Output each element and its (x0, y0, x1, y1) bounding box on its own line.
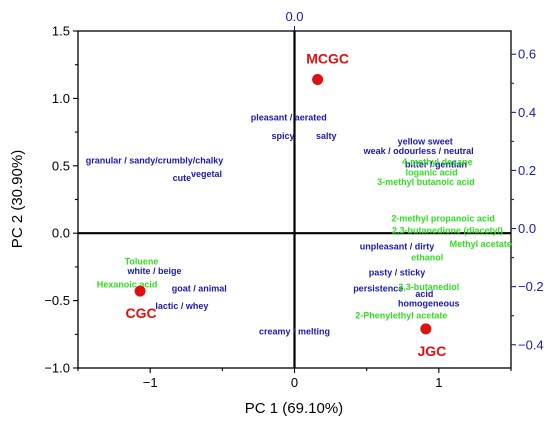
points-layer: MCGC CGC JGC (126, 51, 447, 359)
sensory-attribute-label: creamy / melting (259, 327, 330, 337)
volatile-compound-label: 2,3-butanedione (diacetyl) (392, 226, 503, 236)
sensory-attribute-label: cute (173, 173, 192, 183)
x-axis-title: PC 1 (69.10%) (245, 400, 343, 417)
sensory-attribute-label: yellow (398, 137, 427, 147)
ticks-layer: −1 0 1 −1.0 −0.5 0.0 0.5 1.0 1.5 −0.4 −0.2 0.0 0.2 0.… (44, 24, 543, 391)
sample-point (420, 323, 432, 335)
y-tick-label: 1.5 (52, 24, 70, 39)
volatile-compound-label: Toluene (125, 257, 159, 267)
y-tick-label: 0.5 (52, 158, 70, 173)
right-y-tick-label: 0.2 (518, 163, 536, 178)
volatile-compound-label: 2,3-butanediol (398, 282, 459, 292)
sensory-attribute-label: spicy (271, 131, 294, 141)
sensory-attribute-label: unpleasant / dirty (360, 242, 435, 252)
y-tick-label: 0.0 (52, 226, 70, 241)
x-tick-label: −1 (143, 375, 158, 390)
labels-layer: pleasant / aerated spicy salty granular / s… (86, 112, 512, 336)
sample-point (312, 74, 324, 86)
sensory-attribute-label: goat / animal (172, 283, 227, 293)
sensory-attribute-label: acid (415, 289, 433, 299)
right-y-tick-label: 0.0 (518, 221, 536, 236)
volatile-compound-label: loganic acid (406, 168, 458, 178)
right-y-tick-label: 0.6 (518, 47, 536, 62)
top-axis-tick-label: 0.0 (285, 9, 303, 24)
x-tick-label: 0 (291, 375, 298, 390)
right-y-tick-label: 0.4 (518, 105, 536, 120)
sensory-attribute-label: white / beige (126, 266, 181, 276)
sensory-attribute-label: granular / sandy/crumbly/chalky (86, 155, 224, 165)
volatile-compound-label: 2-methyl propanoic acid (391, 213, 495, 223)
volatile-compound-label: 4-methyl decane (402, 157, 473, 167)
y-axis-title: PC 2 (30.90%) (9, 150, 26, 248)
volatile-compound-label: Methyl acetate (450, 239, 512, 249)
right-y-tick-label: −0.4 (518, 337, 544, 352)
volatile-compound-label: 2-Phenylethyl acetate (355, 310, 447, 320)
sensory-attribute-label: sweet (428, 137, 453, 147)
sample-label: CGC (126, 305, 157, 321)
x-tick-label: 1 (435, 375, 442, 390)
sample-label: MCGC (306, 51, 349, 67)
sensory-attribute-label: pasty / sticky (369, 267, 426, 277)
sensory-attribute-label: persistence (353, 283, 403, 293)
sample-label: JGC (417, 343, 446, 359)
volatile-compound-label: ethanol (411, 252, 443, 262)
sensory-attribute-label: lactic / whey (155, 301, 208, 311)
y-tick-label: 1.0 (52, 91, 70, 106)
volatile-compound-label: 3-methyl butanoic acid (377, 177, 475, 187)
sensory-attribute-label: salty (316, 131, 337, 141)
sensory-attribute-label: weak / odourless / neutral (363, 146, 474, 156)
sensory-attribute-label: vegetal (191, 169, 222, 179)
sensory-attribute-label: pleasant / aerated (251, 112, 327, 122)
sensory-attribute-label: bitter / gentian (405, 159, 467, 169)
y-tick-label: −1.0 (44, 361, 70, 376)
y-tick-label: −0.5 (44, 293, 70, 308)
right-y-tick-label: −0.2 (518, 279, 544, 294)
sensory-attribute-label: homogeneous (398, 298, 460, 308)
volatile-compound-label: Hexanoic acid (97, 279, 158, 289)
sample-point (134, 285, 146, 297)
